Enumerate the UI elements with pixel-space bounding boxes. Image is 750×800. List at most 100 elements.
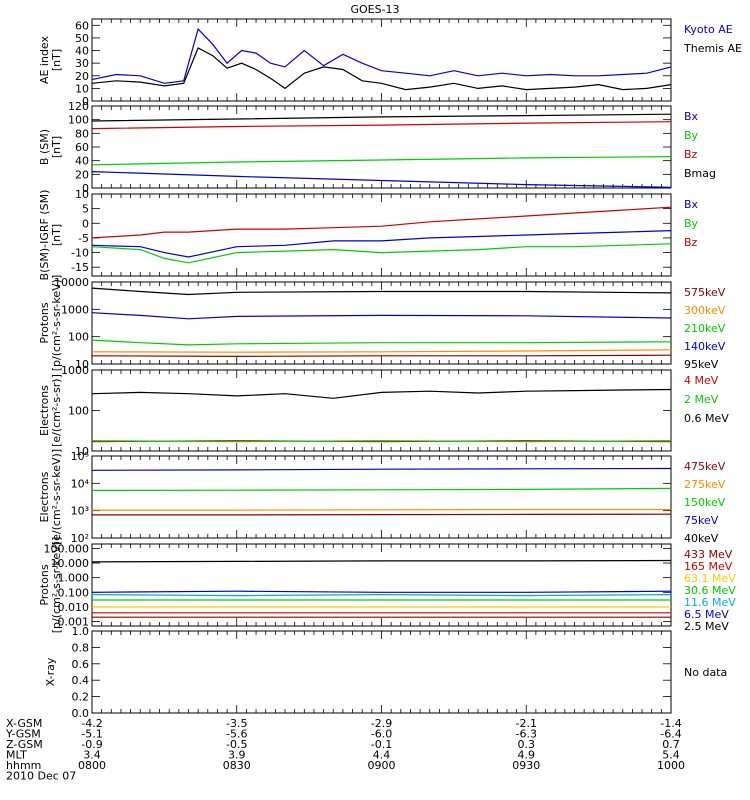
legend-label: 30.6 MeV [684,584,736,597]
series-line [91,121,672,130]
footer-value: -4.2 [81,717,102,730]
y-tick-label: 0 [82,95,89,108]
series-line [91,113,672,122]
y-tick-label: 20 [75,168,89,181]
legend-label: Bz [684,148,698,161]
footer-value: -2.9 [371,717,392,730]
y-tick-label: 0.010 [58,601,90,614]
y-tick-label: 1000 [61,364,89,377]
y-tick-label: 10 [75,82,89,95]
y-tick-label: 1.000 [58,572,90,585]
series-line [92,513,672,516]
series-line [91,27,672,84]
legend-label: 140keV [684,340,726,353]
footer-row-label: X-GSM [6,717,42,730]
series-line [91,206,672,239]
footer-value: -6.0 [371,728,392,741]
legend-label: 75keV [684,514,719,527]
y-tick-label: 10 [75,358,89,371]
figure-title: GOES-13 [350,3,399,16]
series-line [91,467,672,471]
y-axis-label: Protons [38,564,51,605]
legend-label: 0.6 MeV [684,412,729,425]
series-line [91,559,672,563]
legend-label: Themis AE [683,42,742,55]
legend-label: 63.1 MeV [684,572,736,585]
legend-label: 165 MeV [684,560,733,573]
series-line [91,440,672,443]
panel-frame [91,18,672,102]
panel-frame [91,193,672,277]
footer-value: 0900 [368,759,396,772]
panel-frame [91,543,672,627]
series-line [92,508,671,511]
footer-value: -6.4 [660,728,681,741]
footer-value: 0930 [512,759,540,772]
footer-value: -0.1 [371,738,392,751]
footer-value: 0.7 [662,738,680,751]
panel-frame [91,630,672,714]
footer-row-label: hhmm [6,759,41,772]
series-line [91,388,672,399]
y-tick-label: 0 [82,182,89,195]
y-axis-label: X-ray [44,657,57,686]
y-axis-label: [p/(cm²-s-sr-keV)] [50,275,63,372]
y-tick-label: 20 [75,70,89,83]
legend-label: 4 MeV [684,374,719,387]
y-axis-label: [nT] [50,49,63,71]
legend-label: Bmag [684,167,716,180]
footer-value: 3.9 [228,749,246,762]
y-tick-label: -15 [71,261,89,274]
y-tick-label: 60 [75,141,89,154]
y-tick-label: 10⁵ [71,450,89,463]
footer-row-label: Z-GSM [6,738,43,751]
footer-value: -5.6 [226,728,247,741]
y-tick-label: 80 [75,127,89,140]
y-tick-label: 0.2 [72,691,90,704]
y-tick-label: 1.0 [72,625,90,638]
legend-label: 2.5 MeV [684,620,729,633]
y-tick-label: 1000 [61,303,89,316]
series-line [91,243,672,264]
series-line [91,590,672,593]
y-tick-label: 100 [68,331,89,344]
y-tick-label: 60 [75,19,89,32]
y-tick-label: 0.001 [58,616,90,629]
y-tick-label: 50 [75,32,89,45]
series-line [91,156,672,166]
y-axis-label: [e/(cm²-s-sr-keV)] [50,449,63,545]
y-axis-label: AE index [38,35,51,84]
no-data-note: No data [684,666,727,679]
legend-label: 6.5 MeV [684,608,729,621]
legend-label: 575keV [684,286,726,299]
y-tick-label: 120 [68,100,89,113]
footer-value: 0.3 [518,738,536,751]
series-line [91,487,672,491]
y-tick-label: 10⁴ [71,477,90,490]
legend-label: 150keV [684,496,726,509]
footer-value: -1.4 [660,717,681,730]
legend-label: 95keV [684,358,719,371]
panel-frame [91,369,672,452]
legend-label: 40keV [684,532,719,545]
footer-value: 4.4 [373,749,391,762]
y-tick-label: 10000 [54,276,89,289]
y-tick-label: 10² [71,532,89,545]
footer-value: 0800 [78,759,106,772]
footer-row-label: MLT [6,749,27,762]
legend-label: Bx [684,198,699,211]
y-axis-label: Protons [38,302,51,343]
footer-value: 3.4 [83,749,101,762]
footer-value: -3.5 [226,717,247,730]
footer-value: -2.1 [516,717,537,730]
series-line [91,171,672,188]
legend-label: 2 MeV [684,393,719,406]
panel-frame [91,105,672,189]
footer-value: 5.4 [662,749,680,762]
y-axis-label: [p/(cm²-s-sr-keV)] [50,537,63,634]
y-axis-label: [nT] [50,224,63,246]
series-line [91,593,672,597]
y-tick-label: 100 [68,405,89,418]
y-tick-label: 0.0 [72,707,90,720]
